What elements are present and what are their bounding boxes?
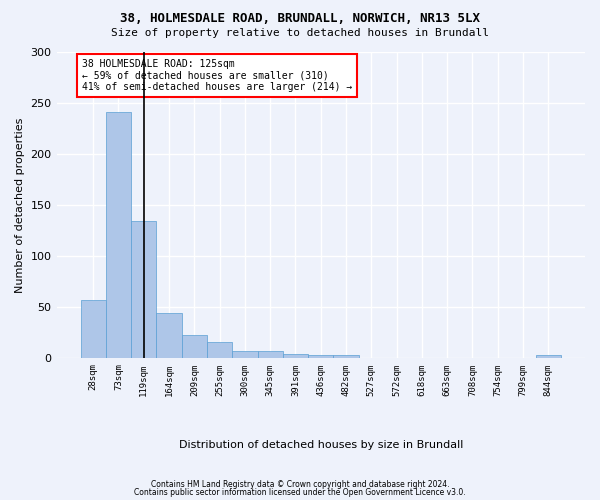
Text: 38 HOLMESDALE ROAD: 125sqm
← 59% of detached houses are smaller (310)
41% of sem: 38 HOLMESDALE ROAD: 125sqm ← 59% of deta… <box>82 58 352 92</box>
X-axis label: Distribution of detached houses by size in Brundall: Distribution of detached houses by size … <box>179 440 463 450</box>
Bar <box>232 352 257 358</box>
Y-axis label: Number of detached properties: Number of detached properties <box>15 118 25 292</box>
Bar <box>334 356 359 358</box>
Bar <box>308 356 334 358</box>
Bar <box>80 300 106 358</box>
Bar <box>207 342 232 358</box>
Text: Size of property relative to detached houses in Brundall: Size of property relative to detached ho… <box>111 28 489 38</box>
Bar <box>283 354 308 358</box>
Bar <box>157 314 182 358</box>
Bar <box>106 112 131 358</box>
Text: Contains HM Land Registry data © Crown copyright and database right 2024.: Contains HM Land Registry data © Crown c… <box>151 480 449 489</box>
Text: Contains public sector information licensed under the Open Government Licence v3: Contains public sector information licen… <box>134 488 466 497</box>
Bar <box>536 356 561 358</box>
Bar <box>182 335 207 358</box>
Bar <box>131 222 157 358</box>
Bar <box>257 352 283 358</box>
Text: 38, HOLMESDALE ROAD, BRUNDALL, NORWICH, NR13 5LX: 38, HOLMESDALE ROAD, BRUNDALL, NORWICH, … <box>120 12 480 26</box>
